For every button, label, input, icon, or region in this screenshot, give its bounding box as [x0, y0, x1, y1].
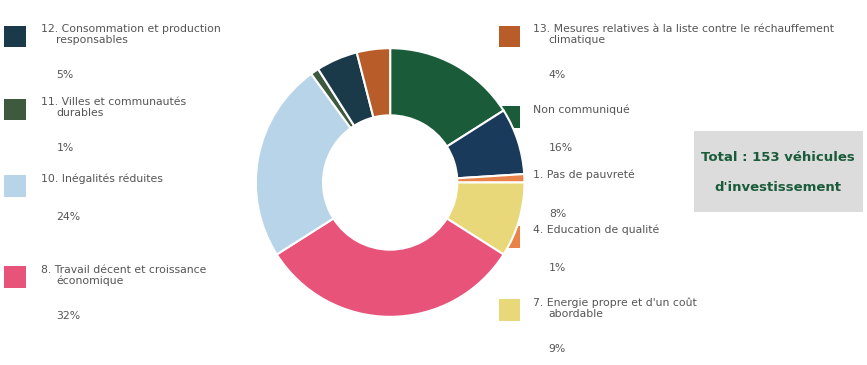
Text: 12. Consommation et production: 12. Consommation et production	[41, 24, 220, 34]
Text: 13. Mesures relatives à la liste contre le réchauffement: 13. Mesures relatives à la liste contre …	[533, 24, 834, 34]
Text: durables: durables	[56, 108, 104, 118]
Wedge shape	[356, 48, 390, 118]
Text: 32%: 32%	[56, 311, 81, 321]
Text: 8. Travail décent et croissance: 8. Travail décent et croissance	[41, 265, 206, 275]
Text: 8%: 8%	[549, 208, 566, 219]
Bar	[499, 299, 520, 321]
Wedge shape	[447, 111, 525, 178]
Text: 5%: 5%	[56, 70, 74, 80]
Bar	[4, 175, 26, 197]
Text: abordable: abordable	[549, 309, 603, 319]
Bar	[4, 99, 26, 120]
Wedge shape	[318, 53, 374, 126]
Text: 1%: 1%	[549, 263, 566, 273]
Text: 24%: 24%	[56, 212, 81, 222]
Wedge shape	[457, 174, 525, 182]
Bar	[4, 266, 26, 288]
Wedge shape	[256, 74, 350, 254]
Text: d'investissement: d'investissement	[714, 181, 842, 194]
Wedge shape	[447, 182, 525, 254]
Text: 1. Pas de pauvreté: 1. Pas de pauvreté	[533, 170, 635, 180]
Text: climatique: climatique	[549, 35, 606, 45]
Text: 1%: 1%	[56, 143, 74, 153]
FancyBboxPatch shape	[694, 131, 863, 212]
Text: Total : 153 véhicules: Total : 153 véhicules	[701, 151, 855, 164]
Text: 16%: 16%	[549, 143, 573, 153]
Bar	[499, 226, 520, 248]
Wedge shape	[277, 219, 504, 317]
Text: 10. Inégalités réduites: 10. Inégalités réduites	[41, 174, 163, 184]
Text: responsables: responsables	[56, 35, 128, 45]
Bar	[499, 172, 520, 193]
Text: 9%: 9%	[549, 343, 566, 354]
Text: 4%: 4%	[549, 70, 566, 80]
Bar	[499, 26, 520, 47]
Text: 7. Energie propre et d'un coût: 7. Energie propre et d'un coût	[533, 298, 697, 308]
Wedge shape	[390, 48, 504, 146]
Wedge shape	[311, 69, 354, 128]
Text: 11. Villes et communautés: 11. Villes et communautés	[41, 97, 186, 107]
Text: économique: économique	[56, 276, 124, 286]
Text: 4. Education de qualité: 4. Education de qualité	[533, 225, 660, 235]
Text: Non communiqué: Non communiqué	[533, 104, 630, 115]
Bar	[499, 106, 520, 128]
Bar	[4, 26, 26, 47]
